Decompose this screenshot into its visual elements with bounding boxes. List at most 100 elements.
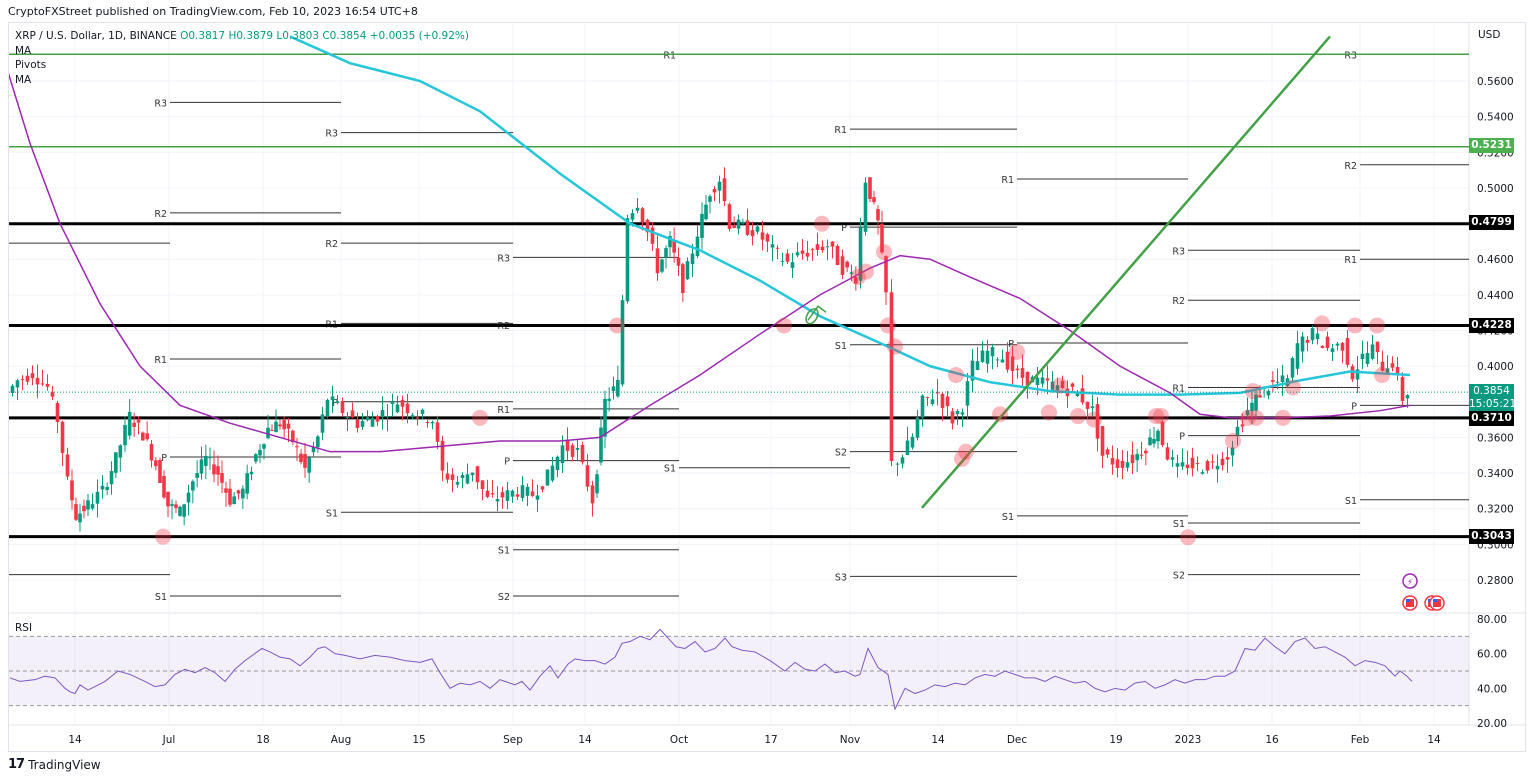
time-tick-label: Dec xyxy=(1007,734,1028,746)
candle-body xyxy=(1130,454,1135,464)
candle-body xyxy=(935,392,940,394)
candle-body xyxy=(216,466,220,475)
candle-body xyxy=(460,475,465,478)
currency-label[interactable]: USD xyxy=(1478,29,1501,41)
price-tick-label: 0.5600 xyxy=(1477,76,1514,88)
candle-body xyxy=(420,409,425,414)
indicator-ma-fast[interactable]: MA xyxy=(15,44,32,57)
lightning-glyph: ⚡ xyxy=(1407,578,1413,588)
candle-body xyxy=(845,261,849,268)
candle-body xyxy=(1040,377,1045,384)
candle-body xyxy=(220,473,224,483)
candle-body xyxy=(765,234,770,242)
pivot-label: R3 xyxy=(497,253,510,264)
candle-body xyxy=(889,292,894,461)
candle-body xyxy=(224,488,228,493)
candle-body xyxy=(50,392,55,397)
candle-body xyxy=(910,436,915,448)
candle-body xyxy=(400,399,405,407)
candle-body xyxy=(905,440,910,456)
candle-body xyxy=(510,490,515,497)
candle-body xyxy=(166,491,170,507)
indicator-ma-slow[interactable]: MA xyxy=(15,73,32,86)
candle-body xyxy=(1055,385,1060,391)
candle-body xyxy=(199,459,204,474)
candle-body xyxy=(835,245,840,265)
candle-body xyxy=(876,209,880,221)
candle-body xyxy=(858,227,863,281)
candle-body xyxy=(350,410,355,418)
candle-body xyxy=(1060,380,1065,389)
candle-body xyxy=(664,248,668,258)
candle-body xyxy=(370,417,375,427)
candle-body xyxy=(1385,368,1390,373)
candle-body xyxy=(415,417,420,419)
highlight-circle xyxy=(880,317,896,334)
candle-body xyxy=(727,204,732,229)
candle-body xyxy=(805,252,810,257)
candle-body xyxy=(595,474,599,494)
candle-body xyxy=(245,473,249,494)
candle-body xyxy=(830,241,835,247)
pivot-label: S1 xyxy=(1002,512,1014,523)
candle-body xyxy=(795,252,800,256)
candle-body xyxy=(704,204,708,220)
pivot-label: S2 xyxy=(498,592,510,603)
candle-body xyxy=(154,460,158,467)
candle-body xyxy=(145,433,149,440)
candle-body xyxy=(1195,463,1200,465)
highlight-circle xyxy=(887,338,903,355)
candle-body xyxy=(82,505,86,512)
main-pane[interactable]: R3 R2 R1 P S1 R3 R2 R1 P S1 R3 R2 R1 P S1 S2 R1 S1 R1 P S1 S2… xyxy=(8,35,1469,603)
highlight-circle xyxy=(876,244,892,261)
candle-body xyxy=(722,178,727,202)
candle-body xyxy=(1148,437,1152,445)
candle-body xyxy=(385,415,390,418)
time-tick-label: Nov xyxy=(840,734,861,746)
candle-body xyxy=(736,219,741,229)
highlight-circle xyxy=(1070,408,1086,425)
candle-body xyxy=(900,457,905,464)
pivot-label: S1 xyxy=(1173,519,1185,530)
candle-body xyxy=(141,432,145,441)
time-tick-label: 16 xyxy=(1265,734,1279,746)
indicator-pivots[interactable]: Pivots xyxy=(15,59,47,71)
last-price-tag: 0.3854 15:05:21 xyxy=(1469,384,1517,413)
bar-countdown: 15:05:21 xyxy=(1469,398,1517,410)
candle-body xyxy=(208,456,212,459)
candle-body xyxy=(1000,359,1005,363)
pivot-label: R1 xyxy=(834,125,847,136)
candle-body xyxy=(186,492,191,503)
highlight-circle xyxy=(1275,409,1291,426)
time-tick-label: 17 xyxy=(764,734,777,746)
candle-body xyxy=(585,465,590,487)
candle-body xyxy=(1258,395,1262,398)
candle-body xyxy=(1090,406,1095,408)
candle-body xyxy=(668,236,672,248)
candle-body xyxy=(1010,356,1015,371)
candle-body xyxy=(254,454,258,462)
pivot-label: P xyxy=(841,223,847,234)
candle-body xyxy=(525,486,530,496)
candle-body xyxy=(611,386,616,392)
rsi-pane-title[interactable]: RSI xyxy=(15,622,33,634)
pivot-label: S1 xyxy=(498,546,510,557)
candle-body xyxy=(825,246,830,248)
time-tick-label: Feb xyxy=(1351,734,1370,746)
rsi-tick-label: 20.00 xyxy=(1477,718,1507,730)
symbol-row[interactable]: XRP / U.S. Dollar, 1D, BINANCE O0.3817 H… xyxy=(15,29,469,44)
highlight-circle xyxy=(954,450,970,467)
price-tag-0.3043: 0.3043 xyxy=(1469,529,1514,544)
lightning-event-icon[interactable] xyxy=(1402,573,1418,589)
candle-body xyxy=(340,400,345,413)
candle-body xyxy=(607,398,611,401)
rsi-tick-label: 60.00 xyxy=(1477,649,1507,661)
tradingview-logo[interactable]: 17 TradingView xyxy=(8,757,101,772)
pivot-label: P xyxy=(161,453,167,464)
candle-body xyxy=(1266,390,1271,396)
pivot-label: P xyxy=(1008,339,1014,350)
pivot-label: P xyxy=(504,457,510,468)
candle-body xyxy=(60,421,65,453)
highlight-circle xyxy=(814,215,830,232)
